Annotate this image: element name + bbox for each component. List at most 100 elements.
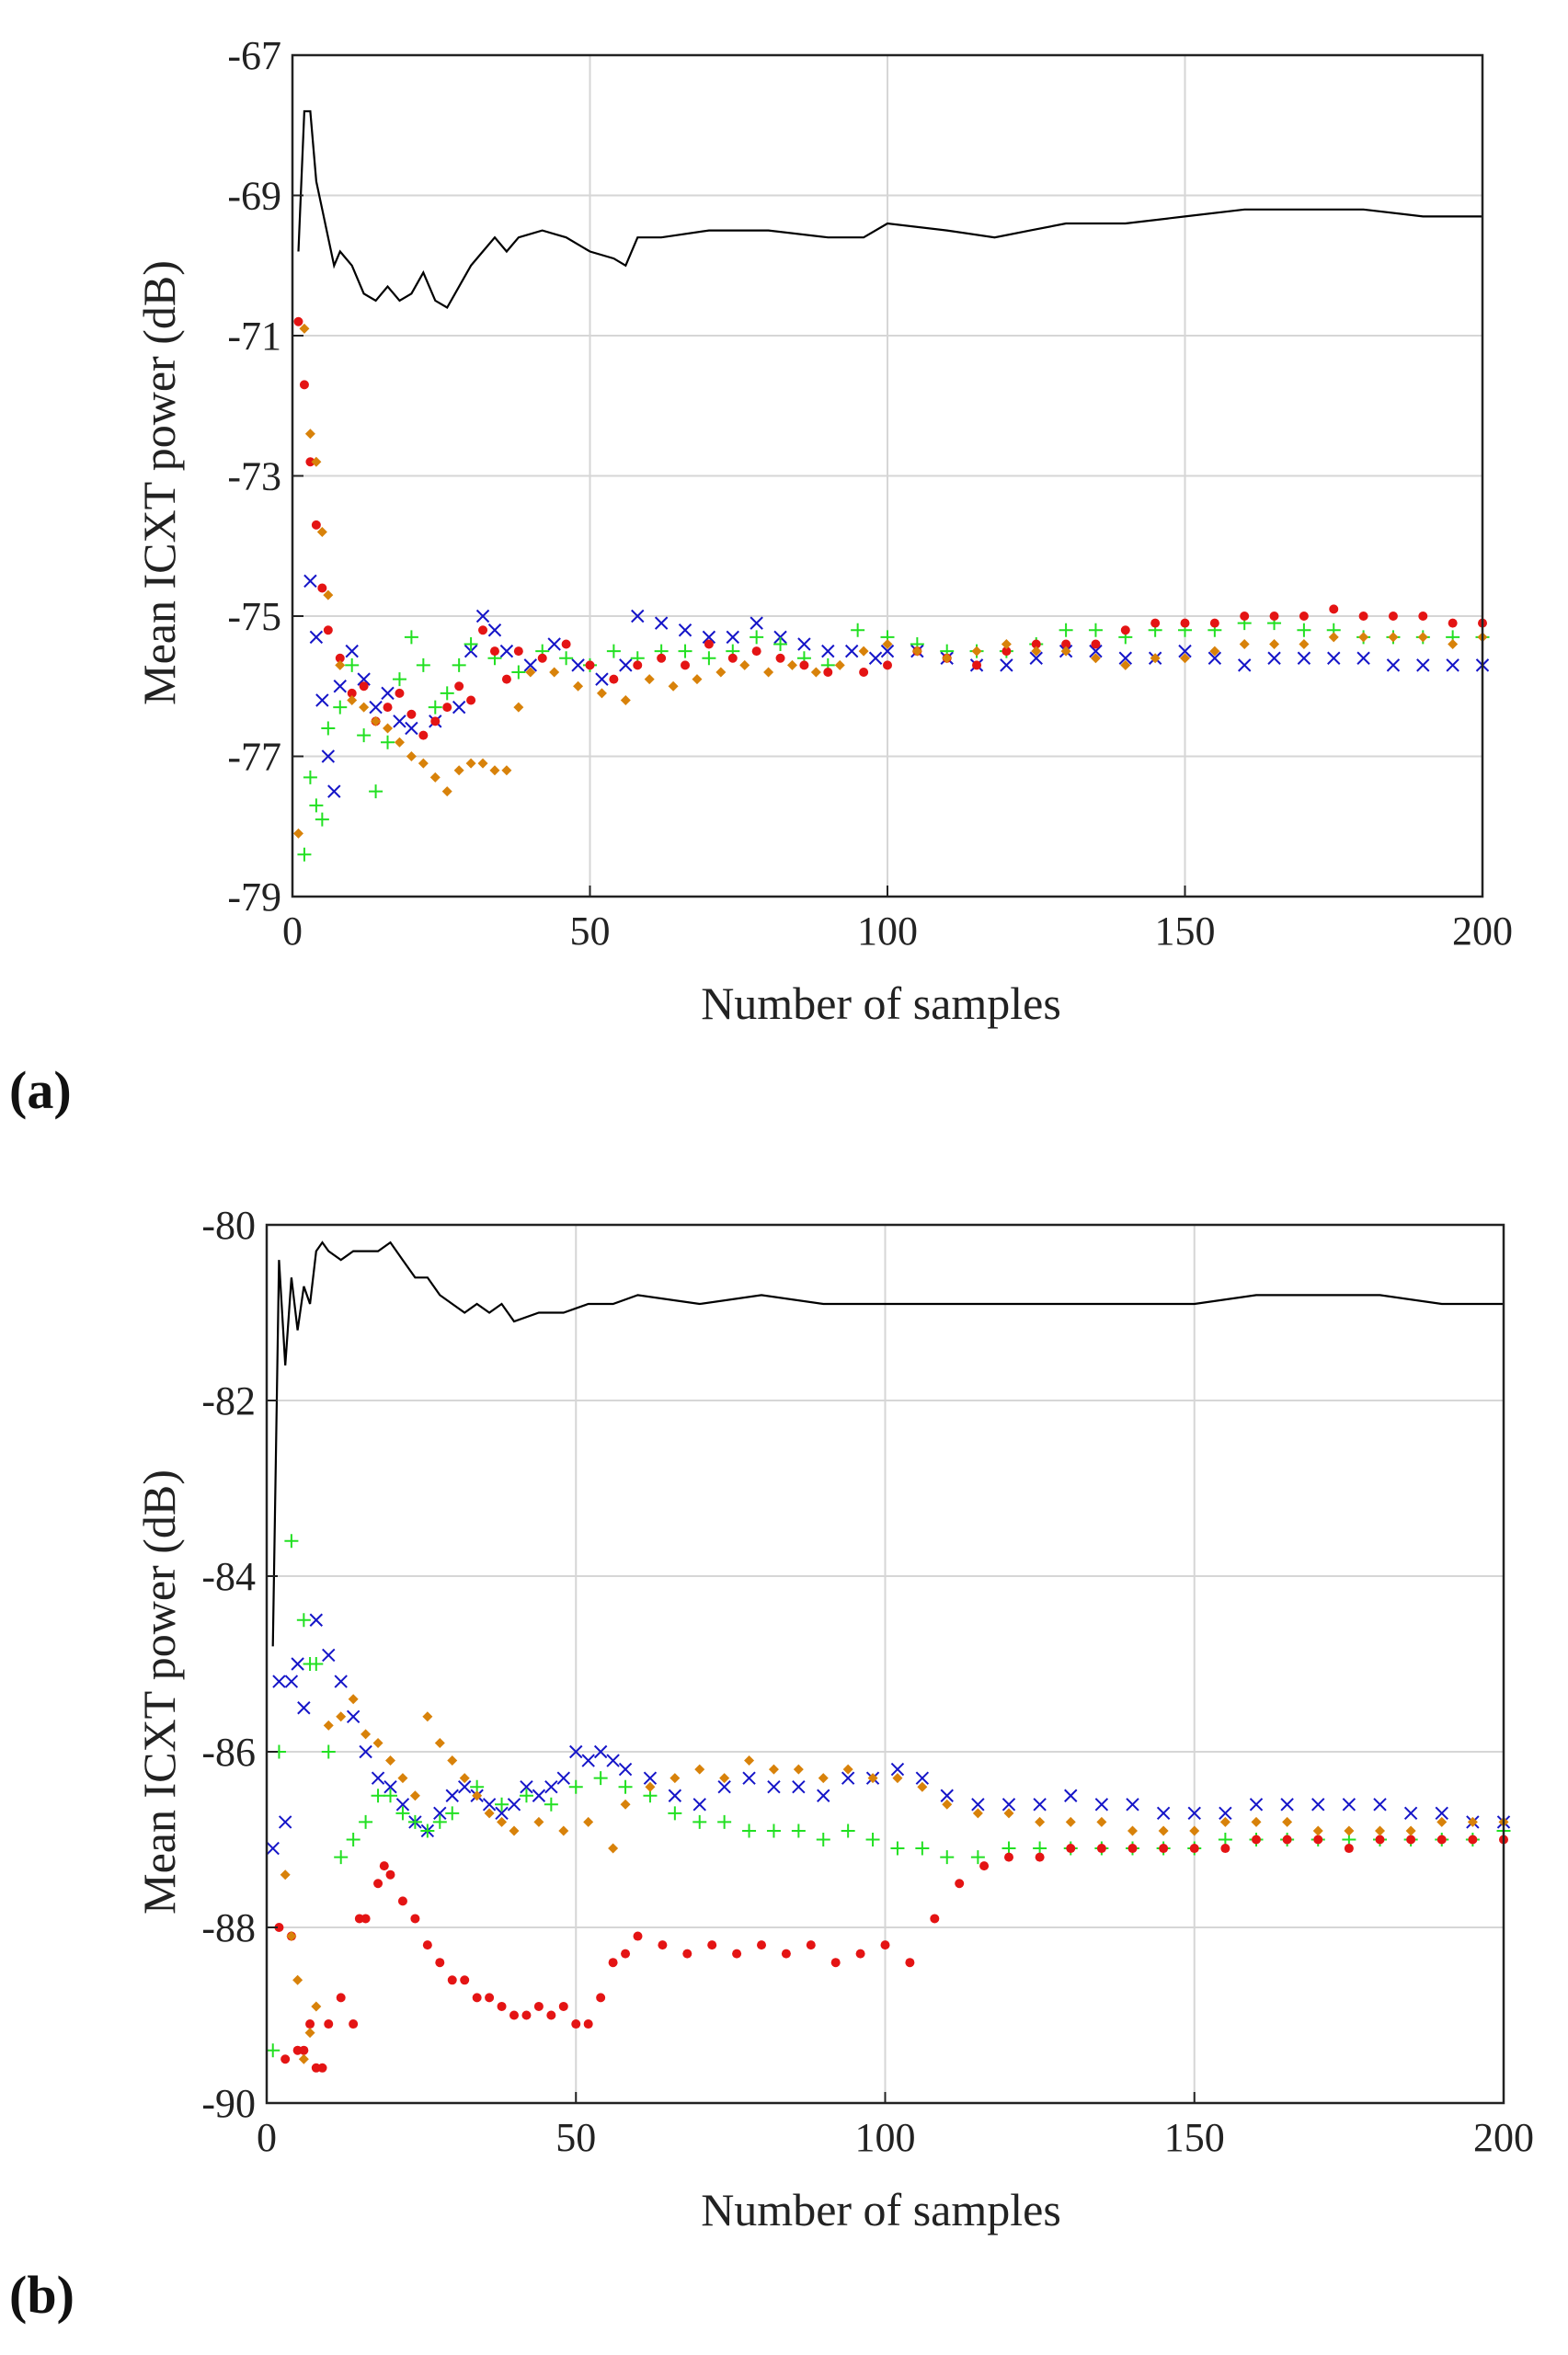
data-point-x xyxy=(303,574,317,589)
data-point-x xyxy=(405,721,418,736)
data-point-diamond xyxy=(316,527,327,537)
data-point-dot xyxy=(585,660,595,670)
data-point-x xyxy=(581,1754,595,1767)
data-point-x xyxy=(702,630,716,645)
data-point-dot xyxy=(1189,1844,1199,1854)
data-point-x xyxy=(487,623,502,637)
data-point-+ xyxy=(359,1814,373,1829)
data-point-diamond xyxy=(1344,1825,1355,1836)
data-point-x xyxy=(523,658,538,672)
data-point-dot xyxy=(1436,1835,1447,1845)
data-point-+ xyxy=(593,1771,608,1786)
data-point-diamond xyxy=(744,1755,755,1766)
data-point-x xyxy=(1033,1798,1047,1812)
chart-panel-b: 0 50 100 150 200 -90 -88 -86 -84 -82 -80 Number of… xyxy=(9,1203,1534,2325)
series-line-path xyxy=(297,109,1482,310)
data-point-dot xyxy=(422,1940,432,1950)
data-point-x xyxy=(717,1779,731,1794)
data-point-diamond xyxy=(1328,632,1339,643)
data-point-diamond xyxy=(1299,639,1310,649)
data-point-x xyxy=(383,1779,397,1794)
data-point-x xyxy=(821,644,835,658)
data-point-x xyxy=(595,672,609,686)
data-point-diamond xyxy=(347,695,358,705)
data-point-dot xyxy=(293,316,303,326)
data-point-diamond xyxy=(434,1737,445,1748)
data-point-diamond xyxy=(1096,1816,1107,1827)
data-point-diamond xyxy=(644,674,655,685)
data-point-diamond xyxy=(385,1755,395,1766)
data-point-+ xyxy=(717,1814,732,1829)
y-tick-label: -86 xyxy=(201,1730,256,1775)
x-tick-label: 200 xyxy=(1452,909,1513,954)
data-point-+ xyxy=(1088,623,1103,637)
data-point-x xyxy=(619,658,633,672)
data-point-+ xyxy=(452,657,466,672)
data-point-diamond xyxy=(1090,653,1101,664)
data-point-+ xyxy=(915,1841,930,1856)
data-point-dot xyxy=(883,660,892,670)
y-tick-label: -71 xyxy=(227,314,281,359)
data-point-diamond xyxy=(1180,653,1190,664)
data-point-+ xyxy=(369,784,383,799)
y-tick-label: -90 xyxy=(201,2081,256,2126)
x-axis-label: Number of samples xyxy=(701,977,1061,1029)
data-point-dot xyxy=(1066,1844,1076,1854)
data-point-x xyxy=(1280,1798,1294,1812)
data-point-dot xyxy=(379,1861,389,1871)
data-point-dot xyxy=(571,2019,581,2029)
data-point-dot xyxy=(905,1958,915,1968)
data-point-dot xyxy=(497,2001,507,2011)
data-point-dot xyxy=(1159,1844,1169,1854)
chart-panel-a: 0 50 100 150 200 -79 -77 -75 -73 -71 -69 -67 Number… xyxy=(9,33,1513,1120)
data-point-x xyxy=(369,700,383,715)
data-point-x xyxy=(334,1675,348,1688)
data-point-dot xyxy=(633,1931,643,1941)
data-point-x xyxy=(291,1657,304,1671)
y-tick-label: -88 xyxy=(201,1905,256,1950)
data-point-x xyxy=(507,1798,521,1812)
data-point-diamond xyxy=(501,765,512,776)
data-point-diamond xyxy=(1417,632,1428,643)
data-point-x xyxy=(678,623,692,637)
data-point-diamond xyxy=(335,659,346,670)
data-point-diamond xyxy=(1060,646,1071,657)
data-point-dot xyxy=(823,668,833,677)
data-point-dot xyxy=(435,1958,445,1968)
data-point-x xyxy=(880,644,895,658)
data-point-x xyxy=(357,672,371,686)
data-point-x xyxy=(1327,651,1341,665)
data-point-+ xyxy=(309,1657,324,1671)
data-point-diamond xyxy=(323,1720,334,1731)
data-point-diamond xyxy=(304,429,315,440)
data-point-+ xyxy=(404,630,418,645)
y-tick-label: -79 xyxy=(227,875,281,920)
data-point-dot xyxy=(466,695,476,705)
y-tick-label: -75 xyxy=(227,594,281,639)
data-point-x xyxy=(1435,1806,1448,1821)
data-point-diamond xyxy=(1388,632,1399,643)
data-point-dot xyxy=(324,2019,334,2029)
series-line-path xyxy=(271,1240,1504,1647)
data-point-x xyxy=(1000,658,1013,672)
data-point-+ xyxy=(519,1789,533,1803)
data-point-diamond xyxy=(842,1764,853,1775)
data-point-diamond xyxy=(942,653,953,664)
x-tick-label: 50 xyxy=(555,2115,596,2160)
data-point-+ xyxy=(296,1613,311,1628)
data-point-x xyxy=(371,1771,385,1785)
data-point-x xyxy=(333,680,347,693)
data-point-diamond xyxy=(459,1773,470,1784)
data-point-diamond xyxy=(1251,1816,1262,1827)
data-point-diamond xyxy=(1120,659,1131,670)
data-point-diamond xyxy=(867,1773,878,1784)
data-point-+ xyxy=(407,1814,422,1829)
data-point-diamond xyxy=(1358,632,1369,643)
data-point-+ xyxy=(309,798,324,813)
data-point-diamond xyxy=(942,1799,953,1810)
data-point-x xyxy=(767,1779,781,1794)
data-point-diamond xyxy=(286,1931,297,1942)
data-point-diamond xyxy=(1158,1825,1169,1836)
data-point-diamond xyxy=(608,1843,619,1854)
data-point-diamond xyxy=(418,758,429,769)
